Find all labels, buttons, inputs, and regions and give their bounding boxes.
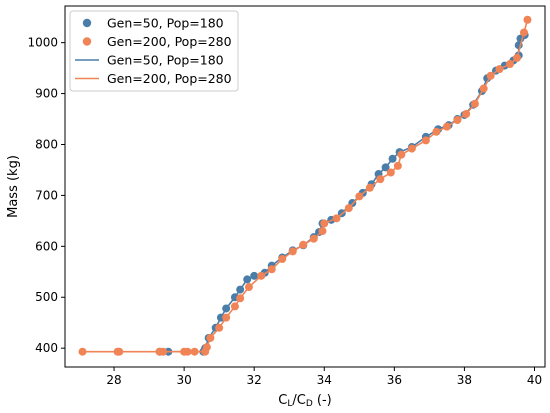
- y-axis-label: Mass (kg): [6, 155, 21, 218]
- legend-box: [69, 10, 239, 92]
- data-point: [320, 219, 329, 228]
- data-point: [115, 347, 124, 356]
- x-axis-label-main: C: [278, 393, 287, 408]
- x-axis-label-sub2: D: [306, 399, 313, 409]
- data-point: [250, 271, 259, 280]
- data-point: [355, 192, 364, 201]
- data-point: [453, 116, 462, 125]
- data-point: [299, 240, 308, 249]
- data-point: [495, 65, 504, 74]
- data-point: [183, 347, 192, 356]
- y-tick-label: 900: [35, 87, 58, 101]
- data-point: [407, 144, 416, 153]
- data-point: [230, 302, 239, 311]
- ticks-layer: 28 30 32 34 36 38 40 400 500 600 700 800 900 1000: [27, 36, 542, 387]
- axes-frame: [64, 5, 546, 368]
- data-point: [318, 227, 327, 236]
- data-point: [278, 255, 287, 264]
- x-axis-label: CL/CD (-): [278, 393, 331, 409]
- data-point: [486, 71, 495, 80]
- legend-marker: [82, 18, 92, 28]
- x-tick-label: 30: [176, 373, 191, 387]
- data-point: [397, 150, 406, 159]
- x-tick-label: 34: [317, 373, 332, 387]
- data-point: [243, 275, 252, 284]
- x-tick-label: 28: [106, 373, 121, 387]
- data-point: [512, 53, 521, 62]
- data-point: [388, 154, 397, 163]
- data-point: [381, 163, 390, 172]
- x-tick-label: 38: [457, 373, 472, 387]
- y-tick-label: 800: [35, 137, 58, 151]
- plot-layer: [78, 15, 532, 356]
- data-point: [288, 247, 297, 256]
- data-point: [236, 285, 245, 294]
- data-point: [421, 136, 430, 145]
- legend-marker: [82, 37, 92, 46]
- data-point: [190, 347, 199, 356]
- series-2: [78, 15, 532, 356]
- legend: Gen=50, Pop=180 Gen=200, Pop=280 Gen=50, P…: [69, 10, 239, 92]
- x-tick-label: 32: [247, 373, 262, 387]
- data-point: [222, 304, 231, 313]
- data-point: [470, 99, 479, 108]
- data-point: [376, 175, 385, 184]
- x-axis-label-slash: /C: [292, 393, 305, 408]
- data-point: [393, 161, 402, 170]
- data-point: [215, 323, 224, 332]
- legend-label: Gen=200, Pop=280: [107, 71, 232, 86]
- y-tick-label: 700: [35, 188, 58, 202]
- data-point: [332, 214, 341, 223]
- legend-label: Gen=200, Pop=280: [107, 34, 232, 49]
- data-point: [309, 234, 318, 243]
- data-point: [386, 168, 395, 177]
- data-point: [236, 294, 245, 303]
- data-point: [523, 15, 532, 24]
- y-tick-label: 600: [35, 239, 58, 253]
- legend-label: Gen=50, Pop=180: [107, 53, 224, 68]
- x-axis-label-sub1: L: [287, 399, 292, 409]
- data-point: [78, 347, 87, 356]
- data-point: [206, 333, 215, 342]
- data-point: [202, 343, 211, 352]
- data-point: [222, 313, 231, 322]
- data-point: [257, 271, 266, 280]
- y-tick-label: 400: [35, 341, 58, 355]
- data-point: [344, 204, 353, 213]
- data-point: [462, 109, 471, 118]
- data-point: [244, 283, 253, 292]
- x-axis-label-unit: (-): [313, 393, 332, 408]
- data-point: [442, 122, 451, 131]
- data-point: [267, 265, 276, 274]
- data-point: [479, 84, 488, 93]
- x-tick-label: 40: [527, 373, 542, 387]
- data-point: [505, 60, 514, 69]
- legend-label: Gen=50, Pop=180: [107, 16, 224, 31]
- data-point: [519, 28, 528, 37]
- data-point: [159, 347, 168, 356]
- data-point: [432, 127, 441, 136]
- y-tick-label: 500: [35, 290, 58, 304]
- x-tick-label: 36: [387, 373, 402, 387]
- data-point: [365, 183, 374, 192]
- y-tick-label: 1000: [27, 36, 58, 50]
